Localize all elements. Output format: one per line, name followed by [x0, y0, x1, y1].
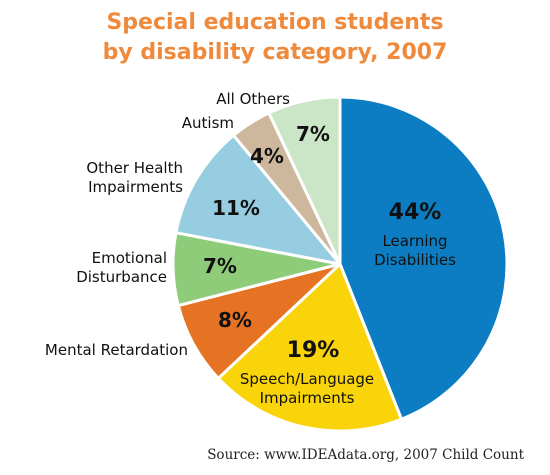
pie-slices: [171, 95, 509, 433]
category-label-all-others: All Others: [216, 90, 290, 108]
category-label-learning-disabilities: Learning Disabilities: [374, 232, 456, 269]
chart-title: Special education students by disability…: [0, 8, 550, 68]
pie-slice-all-others: [267, 95, 342, 266]
pie-slice-other-health-impairments: [174, 133, 342, 266]
category-label-other-health-impairments: Other Health Impairments: [86, 159, 183, 196]
percent-label-emotional-disturbance: 7%: [203, 254, 237, 278]
source-note: Source: www.IDEAdata.org, 2007 Child Cou…: [207, 447, 524, 463]
pie-labels: 44% Learning Disabilities 19% Speech/Languag…: [45, 90, 456, 407]
percent-label-autism: 4%: [250, 144, 284, 168]
category-label-speech-language-impairments: Speech/Language Impairments: [240, 370, 374, 407]
pie-slice-speech-language-impairments: [216, 262, 403, 433]
category-label-mental-retardation: Mental Retardation: [45, 341, 188, 359]
chart-title-line-2: by disability category, 2007: [102, 40, 448, 65]
percent-label-all-others: 7%: [296, 122, 330, 146]
category-label-emotional-disturbance: Emotional Disturbance: [76, 249, 167, 286]
percent-label-speech-language-impairments: 19%: [287, 338, 340, 363]
pie-slice-learning-disabilities: [338, 95, 509, 421]
percent-label-mental-retardation: 8%: [218, 308, 252, 332]
chart-title-line-1: Special education students: [106, 10, 444, 35]
percent-label-learning-disabilities: 44%: [389, 200, 442, 225]
percent-label-other-health-impairments: 11%: [212, 196, 260, 220]
category-label-autism: Autism: [182, 114, 234, 132]
